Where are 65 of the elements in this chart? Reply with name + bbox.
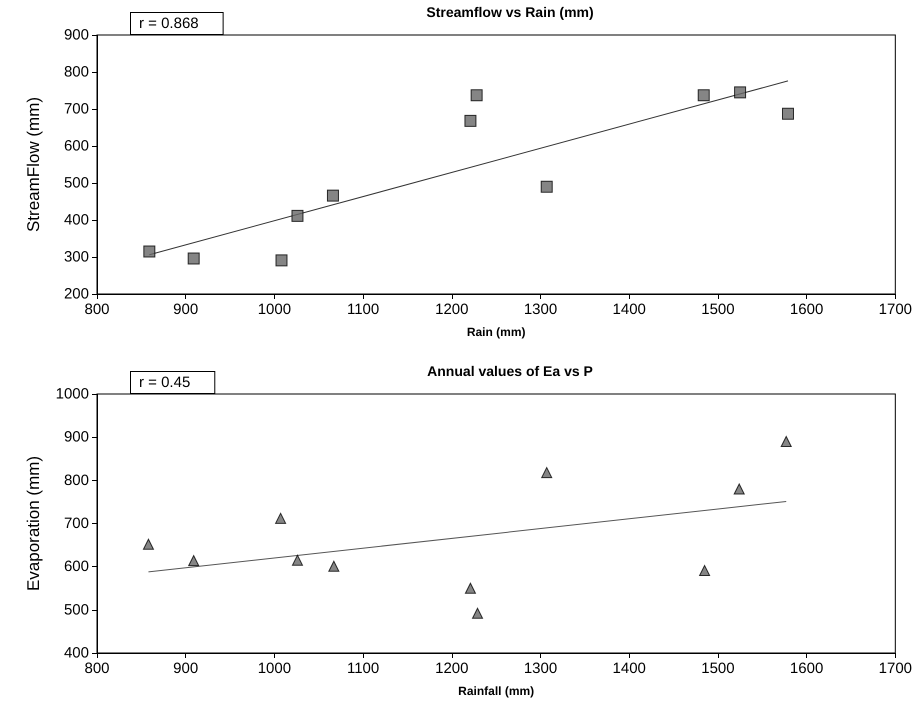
point xyxy=(699,565,710,576)
x-tick-label: 1200 xyxy=(435,660,468,677)
y-tick-label: 200 xyxy=(64,286,89,302)
x-tick-label: 1200 xyxy=(435,301,468,318)
x-tick-label: 900 xyxy=(173,660,198,677)
point xyxy=(188,252,200,264)
point xyxy=(464,582,476,594)
chart-title: Annual values of Ea vs P xyxy=(427,363,593,379)
point xyxy=(188,555,200,566)
point xyxy=(734,86,746,98)
point xyxy=(470,89,483,102)
x-tick-label: 1400 xyxy=(612,301,646,318)
x-tick-label: 1100 xyxy=(346,660,380,677)
x-tick-label: 1000 xyxy=(258,660,292,677)
y-tick-label: 1000 xyxy=(56,386,89,402)
x-tick-label: 800 xyxy=(84,301,110,318)
y-axis-title: StreamFlow (mm) xyxy=(24,96,43,232)
x-tick-label: 1600 xyxy=(790,660,824,677)
x-tick-label: 1000 xyxy=(258,301,292,318)
point xyxy=(734,483,745,494)
x-tick-label: 1700 xyxy=(878,660,912,677)
y-tick-label: 600 xyxy=(64,558,89,576)
point xyxy=(541,467,552,478)
x-tick-label: 1700 xyxy=(878,301,912,318)
point xyxy=(472,608,484,619)
x-tick-label: 1300 xyxy=(524,301,558,318)
point xyxy=(464,114,476,127)
y-tick-label: 700 xyxy=(64,515,89,532)
point xyxy=(143,245,156,258)
y-tick-label: 300 xyxy=(64,248,89,266)
y-tick-label: 700 xyxy=(64,100,89,118)
y-tick-label: 400 xyxy=(64,212,89,228)
y-tick-label: 800 xyxy=(64,64,89,80)
y-tick-label: 800 xyxy=(64,472,89,489)
y-tick-label: 500 xyxy=(64,601,89,618)
x-tick-label: 900 xyxy=(173,301,198,318)
point xyxy=(698,89,710,102)
point xyxy=(328,560,340,572)
y-tick-label: 900 xyxy=(64,428,89,446)
text: r = 0.868 xyxy=(139,15,199,32)
text: r = 0.45 xyxy=(139,374,190,391)
y-tick-label: 400 xyxy=(64,644,89,662)
x-tick-label: 1500 xyxy=(701,660,735,677)
x-tick-label: 800 xyxy=(84,660,110,677)
x-tick-label: 1300 xyxy=(524,660,558,677)
point xyxy=(291,210,304,222)
x-tick-label: 1500 xyxy=(701,301,735,318)
point xyxy=(782,108,794,120)
point xyxy=(540,180,553,193)
x-tick-label: 1100 xyxy=(346,301,380,318)
point xyxy=(276,254,288,266)
point xyxy=(326,190,339,202)
y-tick-label: 600 xyxy=(64,138,89,154)
point xyxy=(275,512,286,524)
point xyxy=(292,554,303,566)
point xyxy=(780,436,792,447)
point xyxy=(142,538,154,550)
y-axis-title: Evaporation (mm) xyxy=(24,456,43,592)
chart-title: Streamflow vs Rain (mm) xyxy=(426,4,594,20)
x-tick-label: 1600 xyxy=(790,301,824,318)
y-tick-label: 900 xyxy=(64,26,89,44)
y-tick-label: 500 xyxy=(64,174,89,192)
x-axis-title: Rainfall (mm) xyxy=(458,684,534,698)
x-tick-label: 1400 xyxy=(612,660,646,677)
x-axis-title: Rain (mm) xyxy=(466,325,526,339)
